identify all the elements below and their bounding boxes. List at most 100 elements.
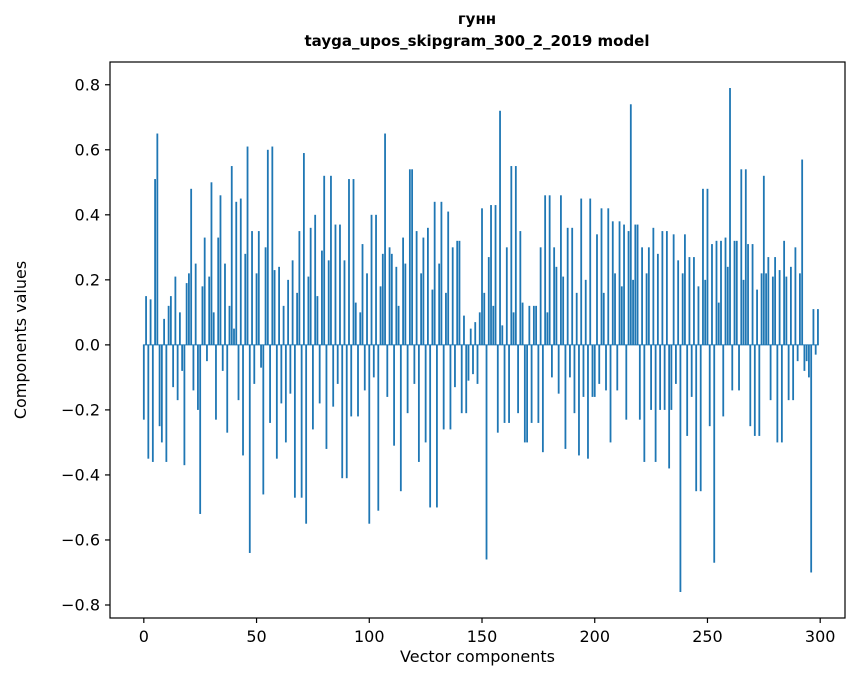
- bar: [352, 179, 355, 345]
- bar: [271, 146, 274, 345]
- bar: [555, 266, 558, 345]
- bar: [641, 247, 643, 345]
- bar: [686, 344, 689, 436]
- bar: [246, 146, 249, 345]
- bar: [810, 344, 813, 573]
- bar: [760, 273, 763, 345]
- y-tick-label: 0.0: [75, 335, 100, 354]
- bar: [483, 292, 486, 345]
- bar: [654, 344, 657, 462]
- bar: [174, 276, 177, 345]
- bar: [219, 195, 222, 345]
- bar: [440, 201, 443, 345]
- bars-group: [142, 88, 819, 592]
- bar: [185, 283, 188, 345]
- bar: [614, 273, 616, 345]
- bar: [145, 296, 147, 345]
- bar: [361, 244, 364, 345]
- bar: [273, 270, 276, 345]
- bar: [226, 344, 229, 433]
- bar: [463, 315, 465, 345]
- bar: [758, 344, 761, 436]
- bar: [632, 279, 634, 345]
- y-axis-label: Components values: [11, 261, 30, 419]
- bar: [212, 312, 215, 345]
- bar: [634, 224, 637, 345]
- bar: [494, 205, 497, 345]
- bar: [151, 344, 154, 462]
- bar: [593, 344, 596, 397]
- bar: [645, 273, 648, 345]
- bar: [255, 273, 258, 345]
- bar: [451, 247, 454, 345]
- bar: [224, 263, 226, 345]
- bar: [147, 344, 150, 459]
- bar: [663, 344, 666, 410]
- bar: [278, 266, 280, 345]
- bar: [208, 276, 211, 345]
- bar: [397, 305, 400, 345]
- bar: [248, 344, 251, 553]
- bar: [564, 344, 567, 449]
- bar: [454, 344, 456, 388]
- bar: [508, 344, 510, 423]
- bar: [519, 231, 522, 345]
- bar: [230, 166, 233, 345]
- bar: [684, 234, 686, 345]
- bar: [578, 344, 580, 456]
- bar: [672, 234, 675, 345]
- bar: [447, 211, 450, 345]
- bar: [792, 344, 795, 401]
- bar: [413, 344, 416, 384]
- bar: [237, 344, 240, 401]
- bar: [796, 344, 799, 362]
- bar: [251, 231, 253, 345]
- bar: [181, 344, 184, 371]
- bar: [481, 208, 483, 345]
- bar: [260, 344, 262, 368]
- bar: [616, 344, 619, 391]
- bar: [420, 273, 423, 345]
- bar: [424, 344, 427, 443]
- bar: [659, 344, 662, 410]
- bar: [769, 344, 772, 401]
- bar: [544, 195, 547, 345]
- bar: [695, 344, 698, 492]
- bar: [314, 214, 317, 345]
- bar: [780, 344, 783, 443]
- bar: [756, 289, 758, 345]
- bar: [596, 234, 598, 345]
- bar: [393, 344, 395, 446]
- bar: [465, 344, 468, 414]
- bar: [679, 344, 682, 592]
- bar: [233, 328, 235, 345]
- bar: [731, 344, 734, 391]
- bar: [188, 273, 190, 345]
- bar: [591, 344, 594, 397]
- bar: [681, 273, 684, 345]
- bar: [203, 237, 206, 345]
- bar: [197, 344, 199, 410]
- bar: [492, 305, 495, 345]
- bar: [348, 179, 350, 345]
- x-tick-label: 50: [246, 627, 266, 646]
- bar: [316, 296, 319, 345]
- bar: [442, 344, 445, 430]
- bar: [321, 250, 323, 345]
- bar: [318, 344, 321, 404]
- bar: [747, 244, 749, 345]
- bar: [726, 266, 729, 345]
- bar: [575, 292, 578, 345]
- bar: [478, 312, 481, 345]
- x-tick-label: 250: [692, 627, 723, 646]
- bar: [814, 344, 817, 355]
- bar: [706, 188, 709, 345]
- bar: [787, 344, 790, 401]
- bar: [282, 305, 285, 345]
- bar: [388, 247, 391, 345]
- bar: [280, 344, 283, 404]
- bar: [607, 208, 610, 345]
- bar: [623, 224, 625, 345]
- bar: [445, 292, 447, 345]
- bar: [580, 198, 583, 345]
